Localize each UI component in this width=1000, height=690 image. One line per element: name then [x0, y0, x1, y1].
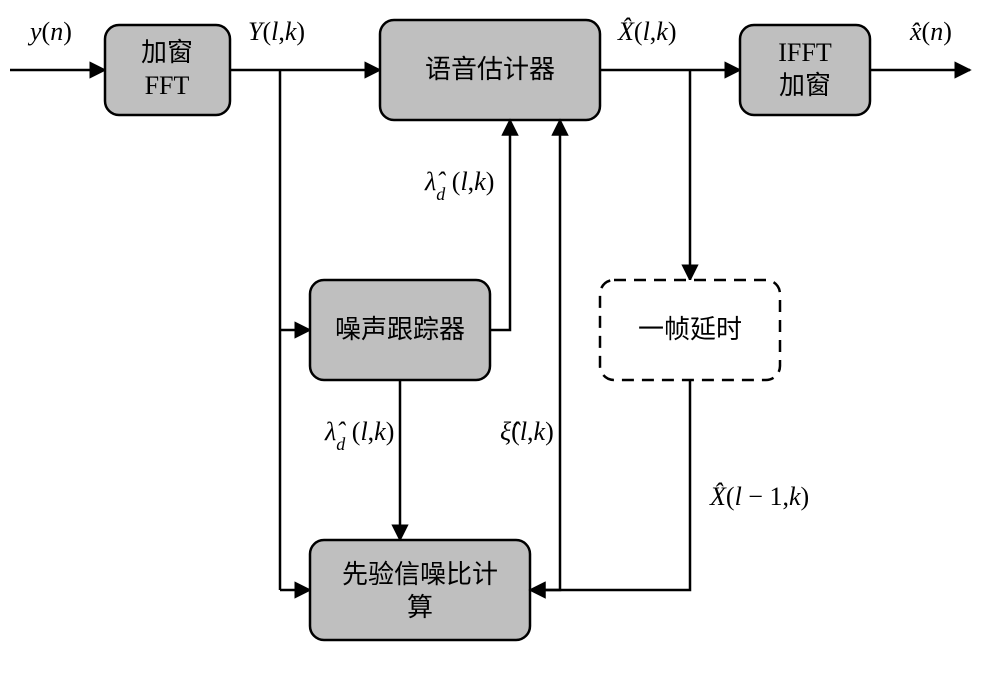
signal-Xhat-lk: X̂(l,k) — [617, 17, 677, 46]
signal-Y-lk: Y(l,k) — [248, 17, 305, 46]
node-snr-line1: 先验信噪比计 — [342, 560, 498, 589]
node-speech-estimator-label: 语音估计器 — [425, 55, 555, 84]
node-snr-line2: 算 — [407, 593, 433, 622]
signal-flow-diagram: y(n) 加窗 FFT Y(l,k) 语音估计器 X̂(l,k) IFFT 加窗… — [0, 0, 1000, 690]
signal-lambda-upper: λ̂d (l,k) — [424, 167, 494, 204]
node-frame-delay-label: 一帧延时 — [638, 315, 742, 344]
signal-Xhat-lm1: X̂(l − 1,k) — [709, 482, 809, 511]
node-ifft-line2: 加窗 — [779, 71, 831, 100]
edge-noise-to-estimator — [490, 120, 510, 330]
node-snr-calc — [310, 540, 530, 640]
signal-y-n: y(n) — [27, 17, 72, 46]
edge-delay-to-snr — [530, 380, 690, 590]
node-fft-line1: 加窗 — [141, 38, 193, 67]
node-fft-line2: FFT — [145, 71, 190, 100]
signal-xhat-n: x̂(n) — [909, 17, 952, 46]
signal-lambda-lower: λ̂d (l,k) — [324, 417, 394, 454]
signal-xi-lk: ξ̂(l,k) — [500, 417, 554, 446]
node-ifft-line1: IFFT — [778, 38, 832, 67]
edge-snr-to-estimator — [530, 120, 560, 590]
node-noise-tracker-label: 噪声跟踪器 — [335, 315, 465, 344]
